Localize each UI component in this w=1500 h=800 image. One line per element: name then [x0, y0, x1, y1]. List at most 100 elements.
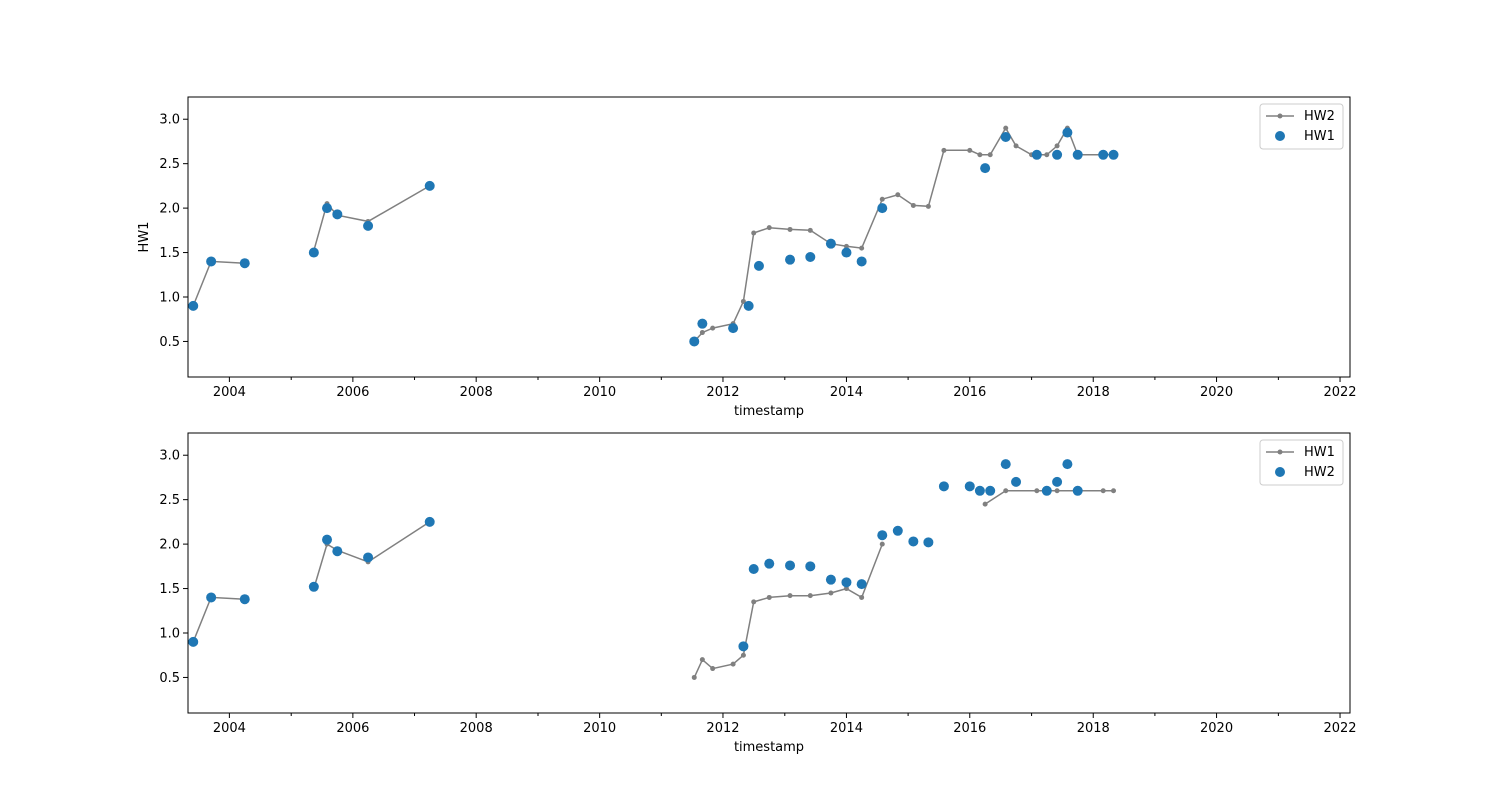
legend-scatter-marker-1 [1275, 131, 1285, 141]
line-point [910, 202, 916, 208]
line-point [1044, 152, 1050, 158]
x-tick-label: 2008 [460, 385, 493, 400]
line-point [751, 599, 757, 605]
x-tick-label: 2008 [460, 721, 493, 736]
y-tick-label: 1.0 [159, 291, 180, 306]
scatter-point [697, 318, 708, 329]
line-point [1054, 143, 1060, 149]
x-tick-label: 2020 [1200, 721, 1233, 736]
line-point [977, 152, 983, 158]
scatter-point [1072, 149, 1083, 160]
scatter-point [1000, 132, 1011, 142]
line-point [987, 152, 993, 158]
line-point [710, 325, 716, 331]
x-tick-label: 2014 [830, 385, 863, 400]
scatter-point [308, 581, 319, 592]
line-point [691, 674, 697, 680]
x-tick-label: 2022 [1323, 385, 1356, 400]
scatter-point [974, 485, 985, 496]
y-tick-label: 1.5 [159, 246, 180, 261]
legend-scatter-marker-2 [1275, 467, 1285, 477]
scatter-point [1098, 149, 1109, 160]
line-point [710, 666, 716, 672]
scatter-point [980, 163, 991, 174]
line-point [1003, 125, 1009, 131]
scatter-point [938, 481, 949, 492]
series-layer-1 [188, 125, 1119, 347]
scatter-point [825, 238, 836, 249]
scatter-point [748, 564, 759, 574]
legend-label-1-0: HW2 [1304, 109, 1335, 124]
legend-label-1-1: HW1 [1304, 129, 1335, 144]
line-point [843, 586, 849, 592]
scatter-point [785, 254, 796, 265]
scatter-point [308, 247, 319, 258]
x-tick-label: 2018 [1077, 721, 1110, 736]
scatter-point [892, 525, 903, 536]
scatter-point [743, 300, 754, 311]
line-point [1100, 488, 1106, 494]
scatter-point [985, 485, 996, 496]
series-hw1 [188, 127, 1119, 347]
scatter-point [1011, 476, 1022, 487]
line-point [1034, 488, 1040, 494]
legend-label-2-0: HW1 [1304, 445, 1335, 460]
line-point [1003, 488, 1009, 494]
scatter-point [1041, 485, 1052, 496]
scatter-point [332, 209, 343, 220]
scatter-point [805, 561, 816, 572]
scatter-point [1052, 149, 1063, 160]
scatter-point [856, 256, 867, 267]
scatter-point [424, 516, 435, 527]
scatter-point [805, 252, 816, 262]
plot-area-1 [188, 97, 1350, 377]
x-tick-label: 2010 [583, 721, 616, 736]
line-point [859, 245, 865, 251]
y-tick-label: 3.0 [159, 449, 180, 464]
y-tick-label: 2.0 [159, 538, 180, 553]
legend-label-2-1: HW2 [1304, 465, 1335, 480]
line-point [766, 594, 772, 600]
x-tick-label: 2022 [1323, 721, 1356, 736]
scatter-point [363, 552, 374, 563]
x-ticks-2: 2004 2006 2008 2010 2012 2014 2016 2018 2020 2022 [213, 713, 1357, 736]
legend-2: HW1 HW2 [1259, 439, 1344, 486]
plot-frame-1 [187, 96, 1351, 378]
y-tick-label: 2.5 [159, 493, 180, 508]
y-tick-label: 0.5 [159, 671, 180, 686]
series-hw2 [188, 459, 1083, 652]
scatter-point [785, 560, 796, 571]
scatter-point [1052, 476, 1063, 487]
line-point [859, 594, 865, 600]
line-point [766, 225, 772, 231]
y-ticks-1: 0.5 1.0 1.5 2.0 2.5 3.0 [159, 113, 188, 350]
x-tick-label: 2004 [213, 721, 246, 736]
x-tick-label: 2012 [706, 721, 739, 736]
x-tick-label: 2012 [706, 385, 739, 400]
line-point [982, 501, 988, 507]
scatter-point [188, 300, 199, 311]
scatter-point [738, 641, 749, 652]
x-tick-label: 2006 [336, 385, 369, 400]
line-point [1013, 143, 1019, 149]
x-ticks-1: 2004 2006 2008 2010 2012 2014 2016 2018 2020 2022 [213, 377, 1357, 400]
scatter-point [753, 260, 764, 271]
line-point [895, 192, 901, 198]
scatter-point [877, 530, 888, 541]
scatter-point [206, 256, 217, 267]
line-point [699, 657, 705, 663]
line-point [879, 196, 885, 202]
y-tick-label: 2.5 [159, 157, 180, 172]
scatter-point [856, 579, 867, 590]
x-tick-label: 2014 [830, 721, 863, 736]
line-point [828, 590, 834, 596]
y-tick-label: 3.0 [159, 113, 180, 128]
scatter-point [188, 636, 199, 647]
y-tick-label: 1.5 [159, 582, 180, 597]
scatter-point [689, 336, 700, 347]
y-axis-label-1: HW1 [137, 222, 152, 253]
scatter-point [363, 220, 374, 231]
x-tick-label: 2016 [953, 385, 986, 400]
line-point [807, 227, 813, 233]
